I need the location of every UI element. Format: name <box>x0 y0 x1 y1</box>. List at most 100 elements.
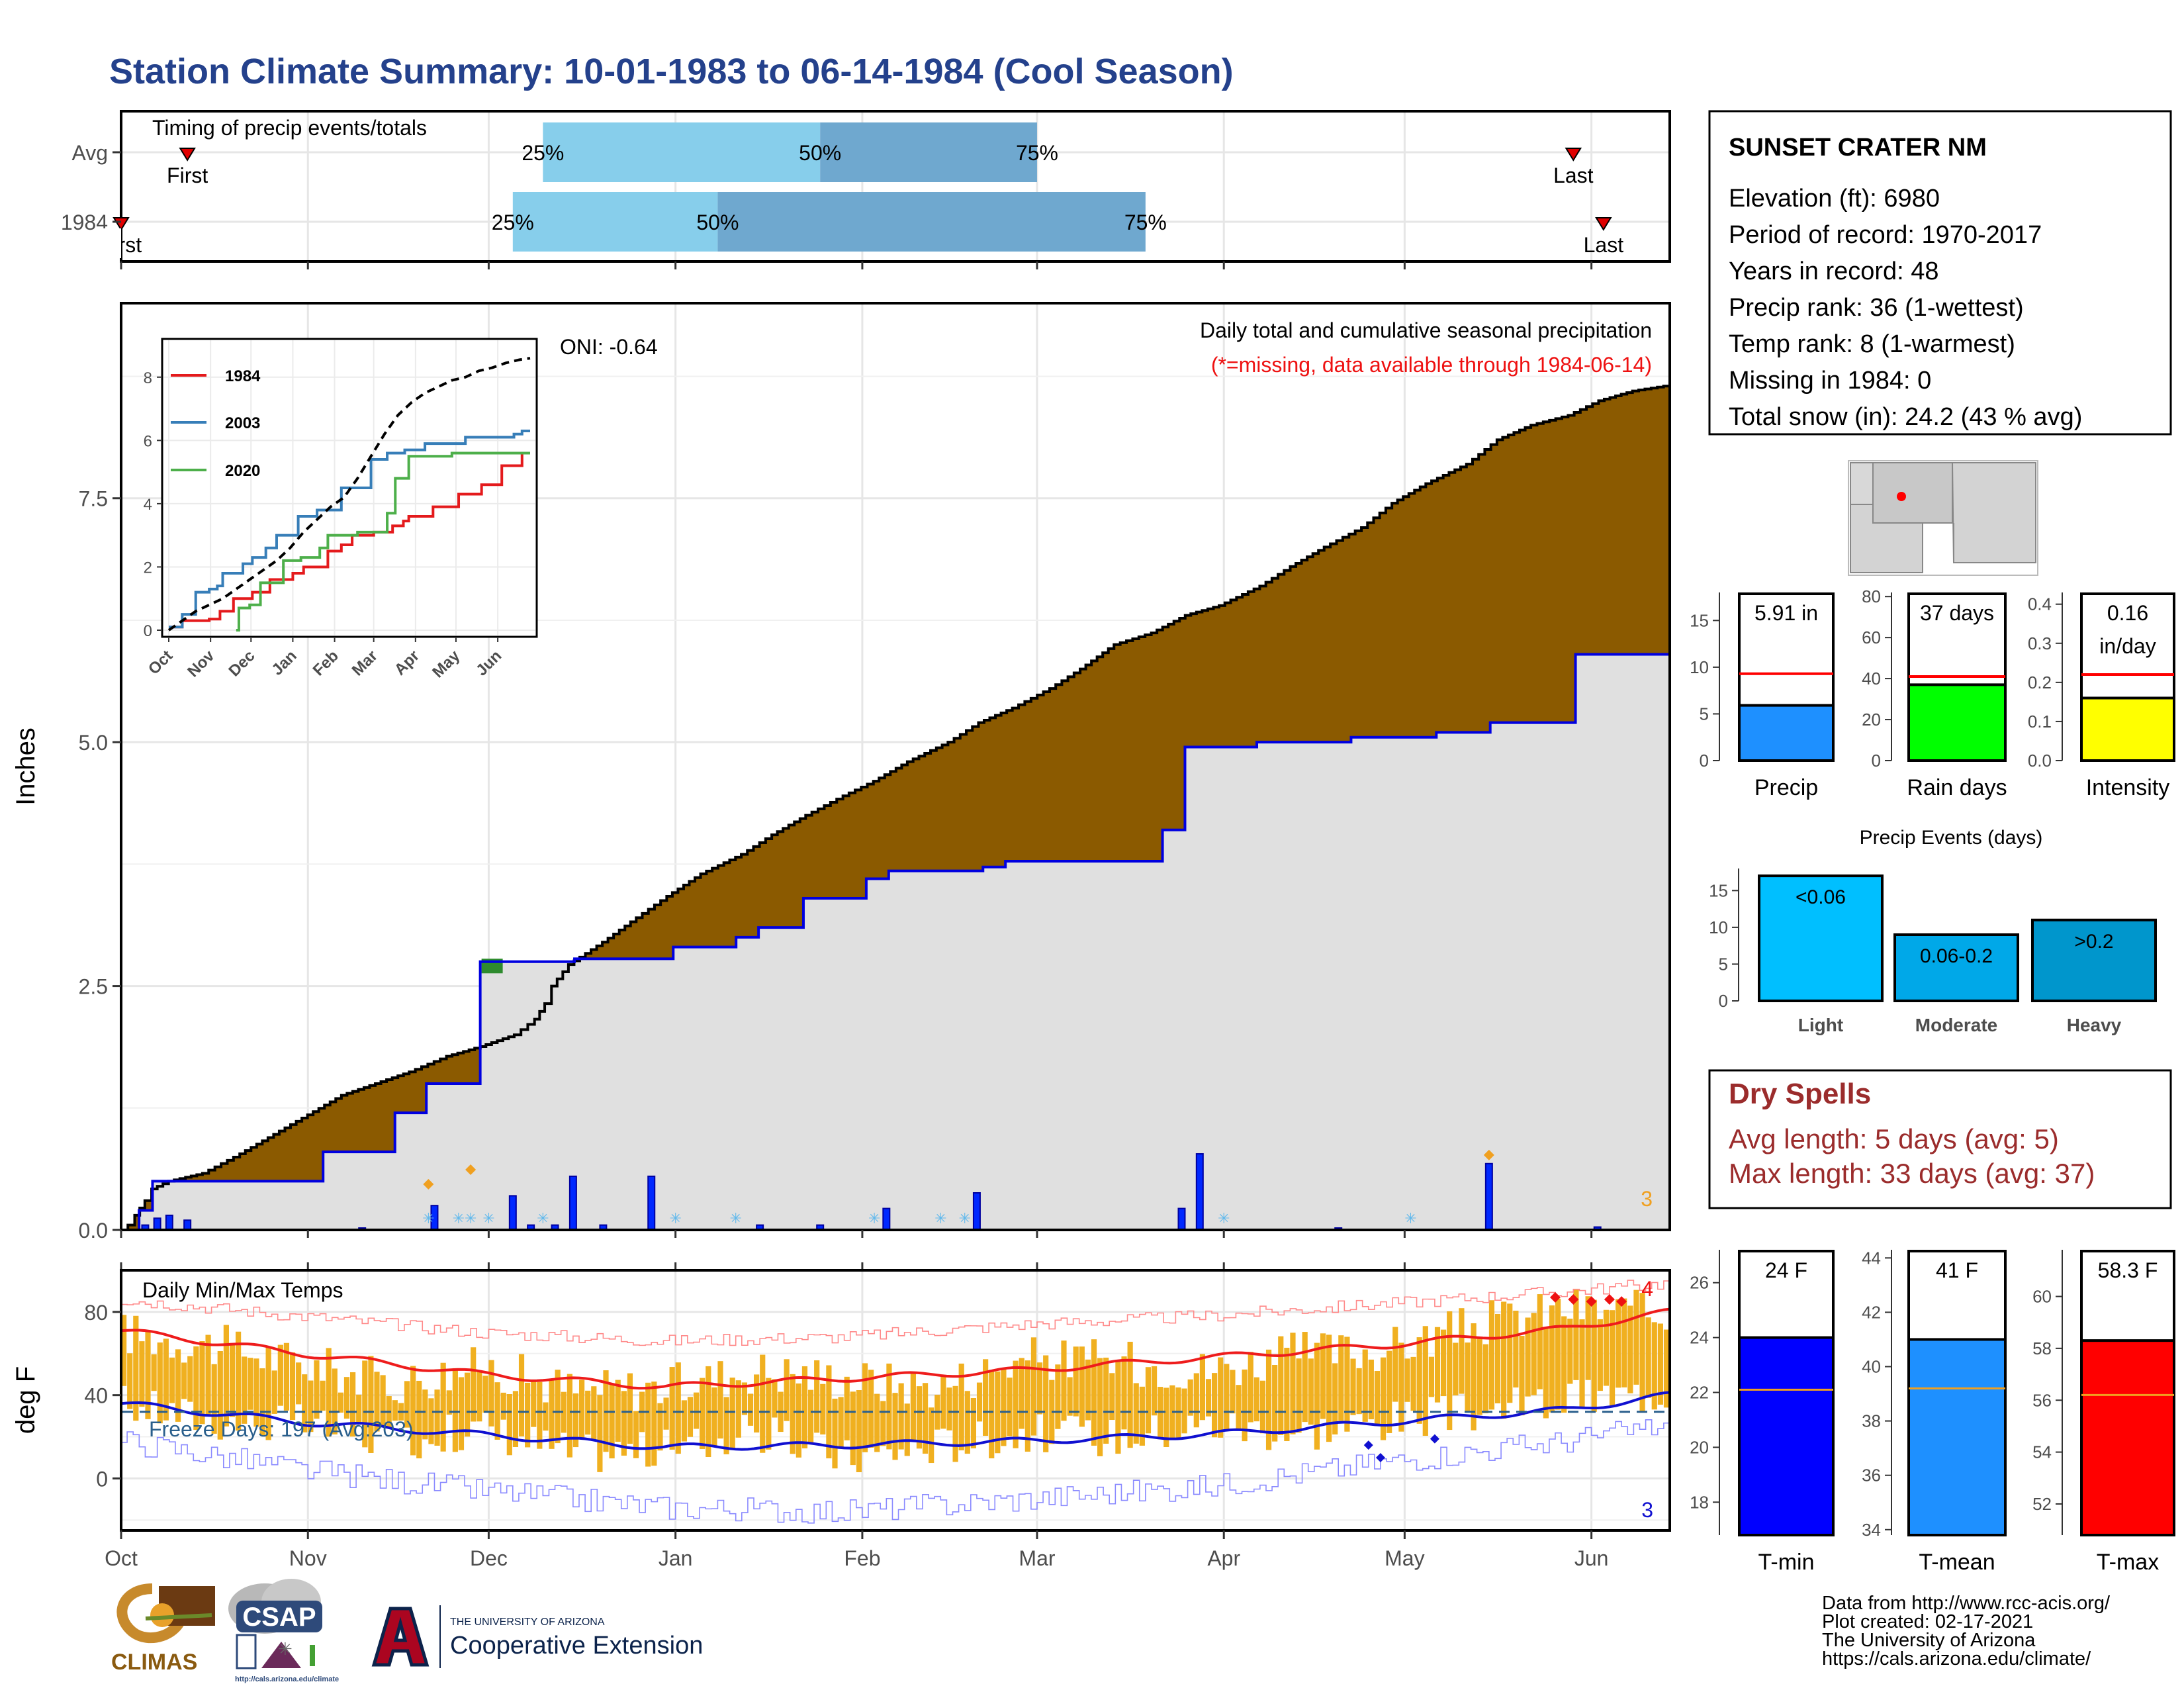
cumulative-precip-line <box>121 385 1671 1231</box>
ua-logo-bottom: Cooperative Extension <box>450 1632 703 1660</box>
last-event-label: Last <box>1584 233 1624 257</box>
arizona-a-icon <box>371 1607 430 1667</box>
daily-precip-bar <box>165 1214 173 1231</box>
daily-temp-bar <box>1374 1371 1381 1427</box>
daily-temp-bar <box>1097 1358 1103 1456</box>
mini-value-text: 41 F <box>1936 1258 1978 1282</box>
daily-temp-bar <box>772 1379 778 1418</box>
events-bar-label: 0.06-0.2 <box>1920 945 1993 967</box>
mini-ytick-label: 0 <box>1700 751 1709 771</box>
daily-temp-bar <box>892 1393 898 1460</box>
daily-temp-bar <box>1061 1340 1067 1421</box>
climas-logo: CLIMAS <box>111 1583 215 1675</box>
record-low-marker <box>1375 1452 1385 1462</box>
daily-temp-bar <box>898 1383 904 1450</box>
mini-value-bar <box>1907 683 2007 763</box>
daily-temp-bar <box>741 1382 748 1415</box>
snow-mark: ✳ <box>1404 1210 1416 1227</box>
mini-ytick-label: 40 <box>1862 1357 1881 1377</box>
daily-temp-bar <box>1036 1362 1043 1415</box>
daily-temp-bar <box>349 1372 356 1437</box>
month-tick-label: Mar <box>1019 1546 1055 1570</box>
daily-temp-bar <box>940 1376 946 1429</box>
daily-temp-bar <box>1265 1349 1272 1450</box>
daily-temp-bar <box>1248 1352 1253 1423</box>
station-name: SUNSET CRATER NM <box>1729 134 1987 162</box>
timing-q75-label: 75% <box>1016 141 1058 165</box>
events-ytick-label: 5 <box>1719 954 1728 974</box>
mini-ytick-label: 80 <box>1862 586 1881 606</box>
daily-temp-bar <box>880 1401 886 1446</box>
mini-value-text: 37 days <box>1920 601 1994 625</box>
daily-temp-bar <box>1459 1308 1465 1394</box>
snow-mark: ✳ <box>482 1210 494 1227</box>
daily-temp-bar <box>1193 1373 1199 1428</box>
daily-precip-bar <box>1195 1153 1204 1231</box>
mini-chart-label: Rain days <box>1907 775 2007 800</box>
daily-temp-bar <box>621 1391 627 1456</box>
daily-temp-bar <box>609 1384 615 1459</box>
mini-value-text: 0.16 <box>2107 601 2148 625</box>
daily-temp-bar <box>374 1372 380 1432</box>
events-ytick-label: 0 <box>1719 991 1728 1011</box>
daily-temp-bar <box>1561 1316 1567 1413</box>
daily-temp-bar <box>1465 1342 1471 1413</box>
daily-temp-bar <box>1043 1355 1049 1452</box>
oni-label: ONI: -0.64 <box>560 335 658 359</box>
mini-chart-label: Precip <box>1754 775 1818 800</box>
temp-plot <box>120 1280 1670 1524</box>
daily-temp-bar <box>1007 1378 1013 1436</box>
daily-temp-bar <box>525 1382 531 1448</box>
daily-temp-bar <box>235 1331 242 1431</box>
daily-temp-bar <box>645 1382 651 1467</box>
daily-temp-bar <box>1145 1367 1152 1434</box>
record-max-line <box>121 1280 1670 1346</box>
daily-temp-bar <box>1212 1373 1218 1438</box>
daily-temp-bar <box>242 1356 248 1424</box>
temp-ytick-label: 80 <box>84 1301 108 1325</box>
orange-marker <box>1483 1149 1494 1160</box>
daily-temp-bar <box>1187 1379 1193 1416</box>
daily-temp-bar <box>1543 1327 1549 1419</box>
timing-bar-q50-q75 <box>820 122 1037 182</box>
daily-temp-bar <box>1350 1358 1356 1415</box>
snow-mark: ✳ <box>669 1210 681 1227</box>
mini-chart-precip: 0 5 10 15 5.91 in Precip <box>1690 592 1835 800</box>
temp-panel: 0 40 80 Oct Nov Dec Jan Feb Mar Apr May Jun deg F D… <box>11 1269 1671 1570</box>
daily-temp-bar <box>1218 1357 1224 1438</box>
daily-temp-bar <box>747 1393 754 1426</box>
daily-temp-bar <box>1091 1339 1097 1446</box>
precip-panel: ✳ ✳ ✳ ✳ ✳ ✳ ✳ ✳ ✳ ✳ ✳ ✳ 0.02.55.07.5 Inches Daily t… <box>11 261 1671 1270</box>
daily-temp-bar <box>766 1378 772 1450</box>
daily-precip-bar <box>1177 1207 1186 1231</box>
daily-temp-bar <box>302 1374 308 1432</box>
record-high-marker <box>1550 1291 1561 1303</box>
mini-ytick-label: 60 <box>1862 628 1881 647</box>
daily-temp-bar <box>838 1397 844 1449</box>
daily-temp-bar <box>271 1370 277 1414</box>
events-ytick-label: 15 <box>1709 880 1728 900</box>
station-info-box: SUNSET CRATER NM Elevation (ft): 6980 Pe… <box>1708 110 2172 436</box>
daily-temp-bar <box>205 1335 211 1415</box>
daily-temp-bar <box>1314 1342 1320 1450</box>
station-line: Elevation (ft): 6980 <box>1729 185 1940 212</box>
daily-precip-bar <box>183 1219 192 1231</box>
daily-temp-bar <box>844 1376 850 1440</box>
daily-temp-bar <box>1356 1368 1362 1415</box>
timing-q25-label: 25% <box>492 211 534 234</box>
daily-temp-bar <box>1019 1358 1024 1429</box>
daily-temp-bar <box>1615 1299 1621 1388</box>
temp-frame <box>120 1269 1671 1532</box>
daily-temp-bar <box>1621 1298 1627 1387</box>
mini-ytick-label: 15 <box>1690 610 1709 630</box>
daily-temp-bar <box>1115 1360 1121 1454</box>
temp-ylabel: deg F <box>11 1366 40 1434</box>
daily-temp-bar <box>735 1380 741 1438</box>
precip-chart-title: Daily total and cumulative seasonal prec… <box>1200 318 1652 342</box>
daily-precip-bar <box>569 1175 577 1231</box>
daily-temp-bar <box>494 1382 500 1440</box>
daily-temp-bar <box>681 1400 687 1442</box>
last-event-marker <box>1565 148 1582 162</box>
daily-temp-bar <box>1663 1329 1670 1408</box>
dry-spells-max: Max length: 33 days (avg: 37) <box>1729 1158 2095 1189</box>
